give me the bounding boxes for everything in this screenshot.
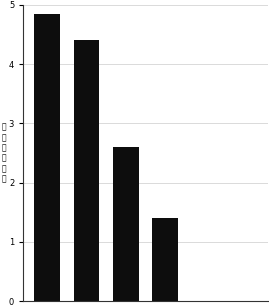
Y-axis label: 耙
虫
発
生
指
数: 耙 虫 発 生 指 数 (1, 123, 6, 184)
Bar (113, 147, 139, 301)
Bar (34, 14, 60, 301)
Bar (152, 218, 178, 301)
Bar (74, 40, 99, 301)
